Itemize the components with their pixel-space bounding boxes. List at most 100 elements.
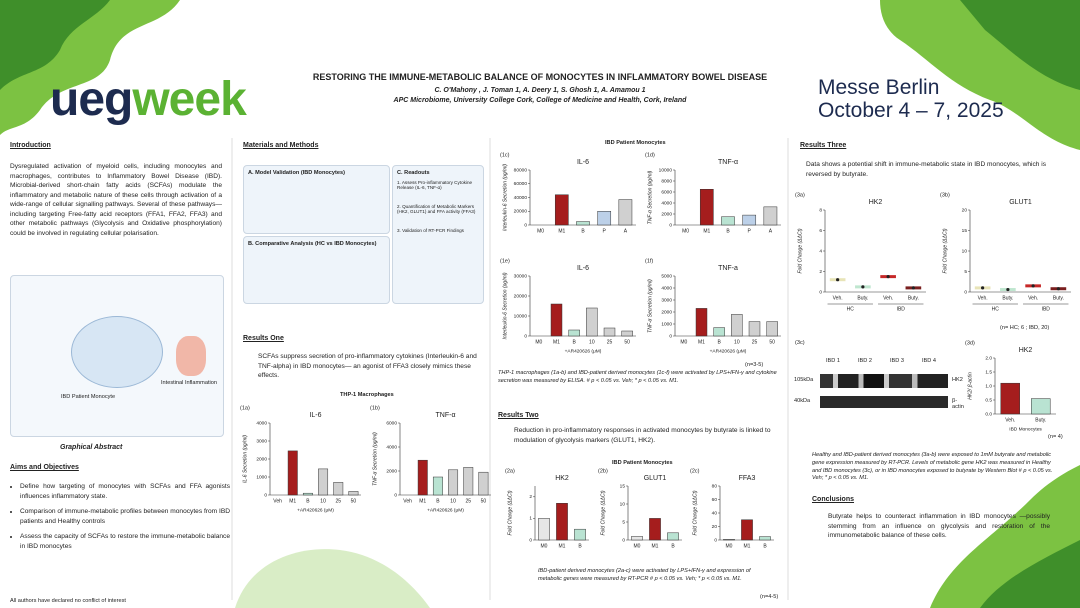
y-tick-label: 1.5 (985, 369, 992, 375)
n-label: (n=4-5) (760, 594, 779, 600)
y-tick-label: 4 (819, 248, 822, 254)
y-tick-label: 2000 (386, 468, 397, 474)
chart-title: IL-6 (577, 159, 589, 166)
panel-label: (3c) (795, 340, 805, 346)
bar (348, 491, 359, 496)
lane-label: IBD 2 (858, 358, 872, 364)
bar (478, 471, 489, 496)
bar (631, 536, 643, 541)
y-tick-label: 0.0 (985, 411, 992, 417)
panel-label: (2a) (505, 468, 515, 474)
x-tick-label: M1 (744, 543, 751, 549)
bar (748, 321, 761, 337)
title-block: RESTORING THE IMMUNE-METABOLIC BALANCE O… (280, 72, 800, 104)
x-tick-label: B (436, 498, 440, 504)
chart-title: IL-6 (577, 265, 589, 272)
y-tick-label: 10 (962, 248, 968, 254)
y-tick-label: 60 (712, 497, 718, 503)
x-tick-label: M1 (553, 339, 560, 345)
y-axis-label: Fold Change (ΔΔCt) (692, 490, 698, 535)
bar (417, 459, 428, 496)
x-tick-label: B (717, 339, 721, 345)
y-tick-label: 0 (669, 222, 672, 228)
figure-label: IBD Patient Monocyte (61, 394, 116, 400)
x-axis-label: +AR420626 (μM) (565, 348, 602, 354)
y-tick-label: 4000 (256, 420, 267, 426)
bar (721, 216, 735, 226)
y-tick-label: 60000 (514, 181, 528, 187)
x-tick-label: B (572, 339, 576, 345)
median-dot (911, 286, 915, 290)
x-tick-label: 10 (450, 498, 456, 504)
western-blot: IBD 1 IBD 2 IBD 3 IBD 4 HK2 β-actin 105k… (794, 358, 964, 418)
group-label: IBD (897, 306, 906, 312)
chart-title: TNF-α (718, 159, 738, 166)
figure-label: Intestinal Inflammation (161, 380, 217, 386)
chart-title: HK2 (1019, 347, 1033, 354)
panel-label: (3a) (795, 192, 805, 198)
x-tick-label: B (578, 543, 582, 549)
y-tick-label: 0 (819, 289, 822, 295)
caption: IBD-patient derived monocytes (2a-c) wer… (538, 568, 751, 582)
median-dot (1056, 287, 1060, 291)
y-tick-label: 10000 (659, 167, 673, 173)
x-tick-label: M0 (535, 339, 542, 345)
bar (713, 327, 725, 337)
y-tick-label: 8 (819, 207, 822, 213)
venue: Messe Berlin (818, 76, 940, 99)
heading: Conclusions (812, 496, 855, 503)
n-label: (n=3-5) (745, 362, 764, 368)
group-label: IBD (1042, 306, 1051, 312)
y-tick-label: 0 (524, 222, 527, 228)
y-tick-label: 2000 (256, 456, 267, 462)
x-tick-label: M1 (652, 543, 659, 549)
median-dot (836, 278, 840, 282)
y-axis-label: Interleukin-6 Secretion (pg/ml) (502, 272, 508, 339)
logo: uegweek (50, 72, 247, 127)
y-tick-label: 80000 (514, 167, 528, 173)
bar (333, 482, 344, 496)
figure-caption: Graphical Abstract (60, 444, 123, 451)
y-tick-label: 10 (620, 501, 626, 507)
y-tick-label: 5 (964, 269, 967, 275)
lane-label: IBD 3 (890, 358, 904, 364)
x-tick-label: Veh. (833, 295, 843, 301)
y-axis-label: TNF-α Secretion (pg/ml) (647, 170, 653, 224)
panel-label: (1b) (370, 405, 380, 411)
group-label: HC (847, 306, 855, 312)
panel-label: (1a) (240, 405, 250, 411)
x-tick-label: B (671, 543, 675, 549)
bar (302, 492, 313, 496)
chart-title: HK2 (869, 199, 883, 206)
methods-panel: B. Comparative Analysis (HC vs IBD Monoc… (243, 236, 390, 304)
x-tick-label: 10 (320, 498, 326, 504)
y-axis-label: IL-6 Secretion (pg/ml) (242, 435, 248, 483)
panel-label: (1c) (500, 152, 510, 158)
bar (432, 476, 443, 496)
title: RESTORING THE IMMUNE-METABOLIC BALANCE O… (312, 72, 768, 82)
y-axis-label: TNF-α Secretion (pg/ml) (647, 279, 653, 333)
panel-title: C. Readouts (397, 170, 430, 176)
methods-panel: A. Model Validation (IBD Monocytes) (243, 165, 390, 234)
y-tick-label: 2000 (661, 309, 672, 315)
x-tick-label: P (748, 228, 752, 234)
y-tick-label: 2000 (661, 211, 672, 217)
venue-block: Messe Berlin October 4 – 7, 2025 (818, 76, 1004, 122)
y-tick-label: 30000 (514, 273, 528, 279)
bar (741, 519, 753, 541)
bar (1031, 398, 1051, 415)
x-tick-label: Buty. (1035, 417, 1046, 423)
x-tick-label: M1 (558, 228, 565, 234)
y-tick-label: 40000 (514, 195, 528, 201)
dates: October 4 – 7, 2025 (818, 99, 1004, 123)
panel-label: (2c) (690, 468, 700, 474)
y-tick-label: 1000 (661, 321, 672, 327)
bar (649, 518, 661, 541)
x-tick-label: Buty. (1002, 295, 1013, 301)
blot-band (820, 374, 948, 388)
x-tick-label: Veh (403, 498, 412, 504)
median-dot (1006, 287, 1010, 292)
group-label: THP-1 Macrophages (340, 392, 394, 398)
y-tick-label: 15 (620, 483, 626, 489)
